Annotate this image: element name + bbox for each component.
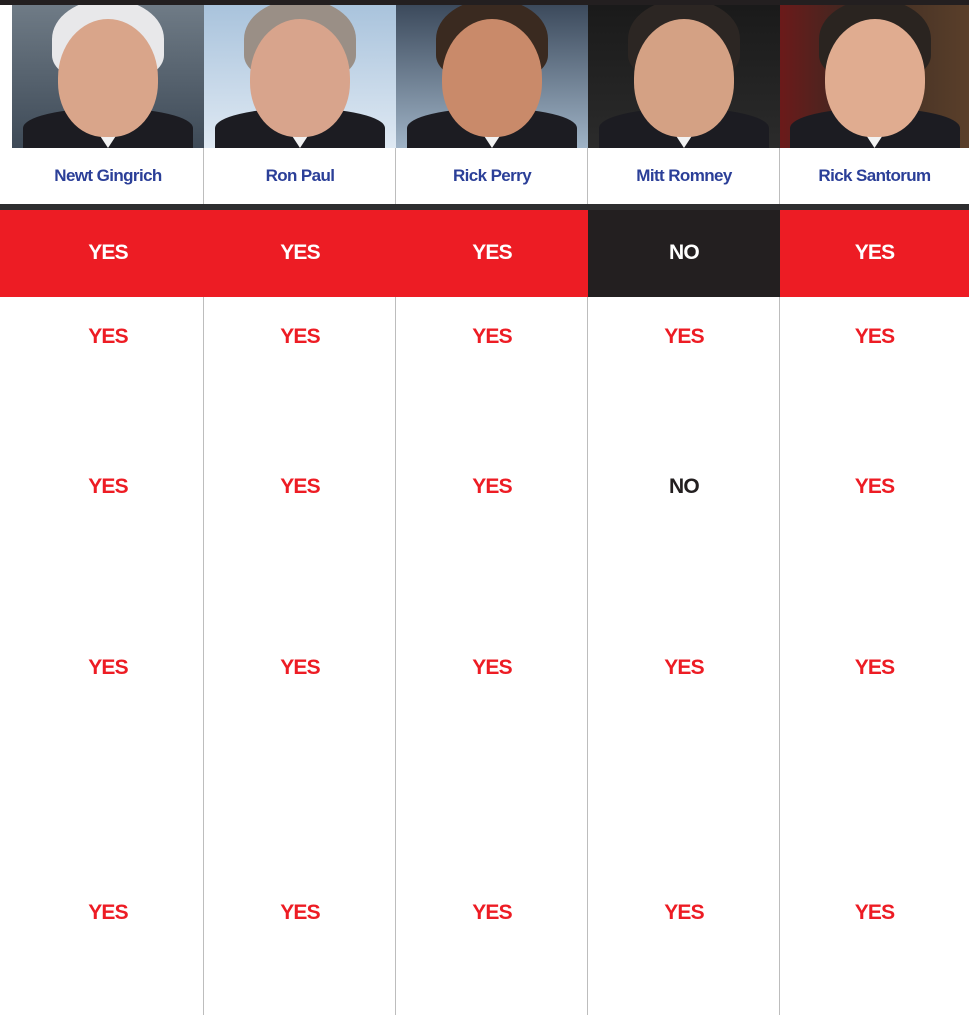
photo-face bbox=[634, 19, 734, 137]
band-edge bbox=[0, 210, 12, 297]
answer: YES bbox=[396, 653, 588, 683]
candidate-table: Newt GingrichRon PaulRick PerryMitt Romn… bbox=[0, 0, 969, 1015]
answer: YES bbox=[12, 898, 204, 928]
column-divider bbox=[779, 148, 780, 204]
answer: YES bbox=[588, 898, 780, 928]
answer: YES bbox=[12, 238, 204, 268]
candidate-photo bbox=[396, 5, 588, 148]
answer: NO bbox=[588, 238, 780, 268]
answer: YES bbox=[396, 472, 588, 502]
answer: NO bbox=[588, 472, 780, 502]
answer: YES bbox=[396, 322, 588, 352]
answer: YES bbox=[396, 898, 588, 928]
answer: YES bbox=[12, 653, 204, 683]
candidate-name: Rick Perry bbox=[396, 148, 588, 204]
candidate-name: Mitt Romney bbox=[588, 148, 780, 204]
candidate-name: Ron Paul bbox=[204, 148, 396, 204]
answer: YES bbox=[780, 472, 969, 502]
answer: YES bbox=[204, 472, 396, 502]
answer: YES bbox=[12, 472, 204, 502]
answer: YES bbox=[780, 653, 969, 683]
answer: YES bbox=[588, 322, 780, 352]
answer: YES bbox=[204, 322, 396, 352]
candidate-photo bbox=[12, 5, 204, 148]
answer: YES bbox=[780, 238, 969, 268]
candidate-photo bbox=[204, 5, 396, 148]
answer: YES bbox=[588, 653, 780, 683]
answer: YES bbox=[12, 322, 204, 352]
answer: YES bbox=[780, 322, 969, 352]
column-divider bbox=[203, 148, 204, 204]
candidate-name: Newt Gingrich bbox=[12, 148, 204, 204]
photo-face bbox=[825, 19, 925, 137]
answer: YES bbox=[780, 898, 969, 928]
candidate-photo bbox=[780, 5, 969, 148]
column-divider bbox=[587, 148, 588, 204]
candidate-name: Rick Santorum bbox=[780, 148, 969, 204]
answer: YES bbox=[204, 238, 396, 268]
answer: YES bbox=[204, 898, 396, 928]
photo-face bbox=[58, 19, 158, 137]
answer: YES bbox=[396, 238, 588, 268]
answer: YES bbox=[204, 653, 396, 683]
photo-face bbox=[442, 19, 542, 137]
column-divider bbox=[395, 148, 396, 204]
photo-face bbox=[250, 19, 350, 137]
candidate-photo bbox=[588, 5, 780, 148]
